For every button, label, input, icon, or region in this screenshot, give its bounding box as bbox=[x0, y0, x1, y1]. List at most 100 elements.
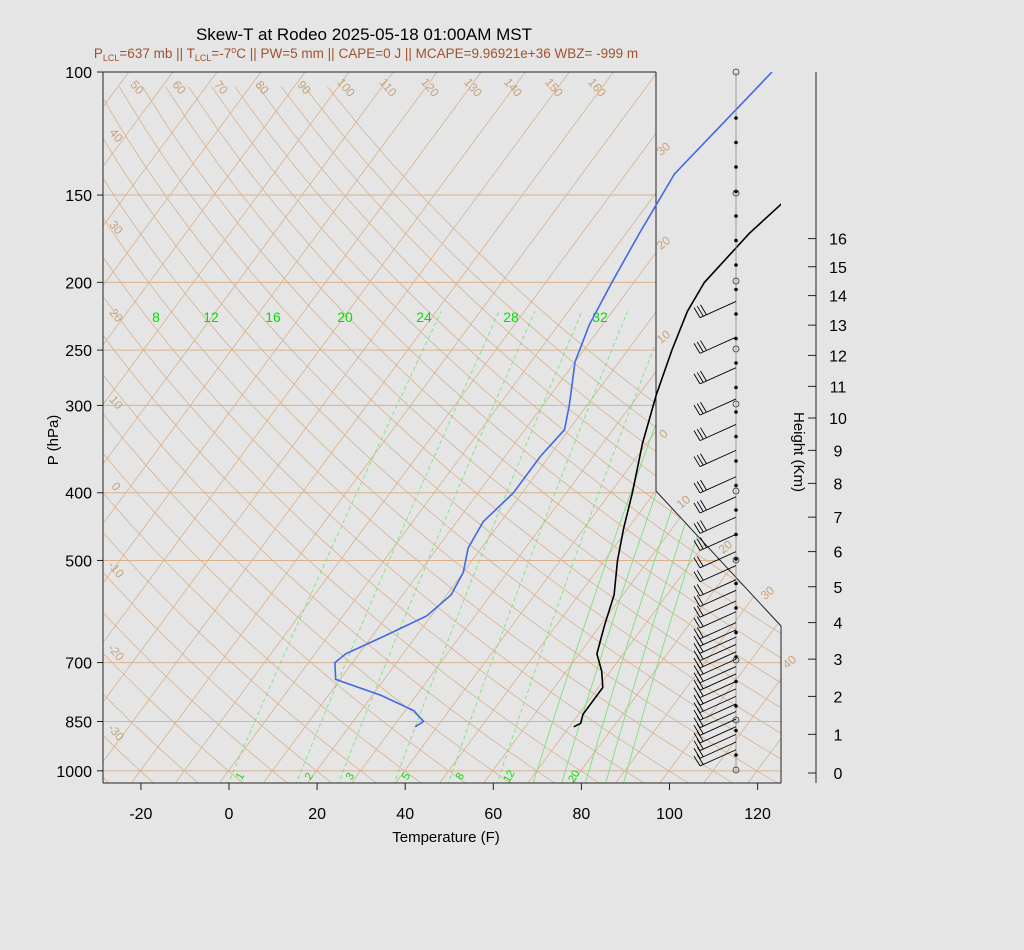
wind-barb-flag bbox=[700, 537, 707, 548]
wind-barb-flag bbox=[696, 341, 704, 353]
wind-level-dot bbox=[734, 557, 738, 561]
height-tick-label: 16 bbox=[829, 232, 847, 249]
isotherm-line bbox=[130, 72, 658, 783]
wind-barb-flag bbox=[693, 657, 701, 669]
wind-level-circle bbox=[732, 189, 740, 197]
wind-barb-staff bbox=[699, 398, 737, 416]
wind-level-circle bbox=[732, 766, 740, 774]
isotherm-line bbox=[659, 618, 781, 783]
wind-barb-staff bbox=[699, 636, 737, 654]
wind-level-dot bbox=[734, 606, 738, 610]
wind-barb-flag bbox=[696, 556, 704, 567]
wind-barb-flag bbox=[693, 635, 701, 647]
wind-barb-staff bbox=[699, 718, 737, 736]
mixing-ratio-label: 12 bbox=[203, 309, 219, 325]
wind-barb-flag bbox=[696, 616, 704, 627]
dry-adiabat-line bbox=[103, 452, 467, 783]
wind-level-dot bbox=[734, 385, 738, 390]
temperature-profile-line bbox=[573, 203, 781, 728]
dry-adiabat-lines bbox=[0, 86, 781, 786]
dry-adiabat-line bbox=[103, 652, 244, 783]
wind-level-dot bbox=[734, 434, 738, 439]
isotherm-line bbox=[103, 72, 614, 763]
wind-barb-staff bbox=[699, 644, 737, 662]
isotherm-line bbox=[103, 72, 394, 465]
wind-barb-flag bbox=[693, 523, 701, 534]
wind-level-circle bbox=[732, 345, 740, 353]
wind-barb-flag bbox=[700, 453, 707, 464]
dry-adiabat-line bbox=[103, 374, 556, 783]
mixing-ratio-label: 1 bbox=[234, 771, 247, 782]
wind-level-dot bbox=[734, 165, 738, 169]
dry-adiabat-line bbox=[103, 734, 155, 783]
height-tick-label: 11 bbox=[830, 379, 847, 396]
wind-barb-staff bbox=[699, 600, 737, 618]
isotherm-line bbox=[351, 201, 781, 783]
height-tick-label: 4 bbox=[834, 616, 843, 633]
temperature-ticks: -20 0 20 40 60 80 100 120 bbox=[129, 783, 771, 823]
mixing-ratio-label: 28 bbox=[503, 309, 519, 325]
height-tick-label: 3 bbox=[834, 652, 843, 669]
dry-adiabat-line bbox=[103, 177, 779, 783]
wind-level-dot bbox=[734, 581, 738, 586]
dry-adiabat-line bbox=[103, 571, 333, 783]
wind-barb-flag bbox=[693, 694, 701, 706]
dry-adiabat-line bbox=[103, 612, 288, 783]
wind-barb-staff bbox=[699, 695, 737, 714]
wind-barbs bbox=[693, 68, 740, 774]
wind-level-dot bbox=[734, 116, 738, 120]
dry-adiabat-line bbox=[103, 693, 199, 783]
dewpoint-profile-line bbox=[334, 72, 773, 728]
mixing-ratio-label: 32 bbox=[592, 309, 608, 325]
wind-barb-staff bbox=[699, 741, 737, 759]
mixing-ratio-line bbox=[338, 311, 536, 783]
wind-barb-flag bbox=[700, 499, 707, 511]
wind-barb-flag bbox=[696, 481, 704, 492]
isotherm-line bbox=[174, 72, 702, 783]
wind-barb-flag bbox=[693, 687, 701, 698]
wind-barb-flag bbox=[700, 427, 707, 438]
wind-barb-staff bbox=[699, 629, 737, 647]
wind-barb-flag bbox=[696, 428, 704, 440]
wind-barb-staff bbox=[699, 301, 737, 319]
mixing-ratio-label: 5 bbox=[400, 771, 413, 782]
wind-level-dot bbox=[734, 214, 738, 218]
dry-adiabat-line bbox=[0, 87, 23, 786]
pressure-tick-label: 300 bbox=[65, 398, 92, 415]
pressure-tick-label: 400 bbox=[65, 486, 92, 503]
wind-barb-flag bbox=[693, 307, 701, 318]
isotherm-line bbox=[103, 72, 438, 525]
wind-level-circle bbox=[732, 277, 740, 285]
wind-barb-flag bbox=[693, 596, 701, 607]
wind-barb-flag bbox=[696, 627, 704, 638]
wind-barb-staff bbox=[699, 516, 737, 534]
wind-barb-flag bbox=[700, 479, 707, 491]
pressure-tick-label: 250 bbox=[65, 343, 92, 360]
height-tick-label: 5 bbox=[834, 580, 843, 597]
wind-barb-flag bbox=[700, 340, 707, 351]
wind-barb-staff bbox=[699, 476, 737, 494]
isotherm-line bbox=[615, 559, 781, 783]
pressure-tick-label: 500 bbox=[65, 553, 92, 570]
wind-barb-flag bbox=[693, 456, 701, 467]
height-tick-label: 0 bbox=[834, 766, 843, 783]
height-axis-label: Height (Km) bbox=[790, 412, 807, 492]
wind-level-dot bbox=[734, 753, 738, 757]
wind-barb-flag bbox=[693, 755, 701, 767]
wind-barb-flag bbox=[693, 672, 701, 683]
wind-level-dot bbox=[734, 704, 738, 708]
height-tick-label: 15 bbox=[829, 260, 847, 277]
pressure-ticks: 100 150 200 250 300 400 500 700 850 1000 bbox=[56, 65, 103, 781]
wind-barb-flag bbox=[693, 643, 701, 654]
wind-barb-flag bbox=[693, 650, 701, 661]
mixing-ratio-label: 3 bbox=[344, 771, 357, 782]
wind-level-dot bbox=[734, 287, 738, 292]
isotherm-line bbox=[527, 440, 781, 783]
temperature-tick-label: 120 bbox=[744, 806, 771, 823]
wind-level-circle bbox=[732, 400, 740, 408]
wind-level-dot bbox=[734, 508, 738, 512]
isotherm-line bbox=[103, 72, 350, 406]
wind-level-circle bbox=[732, 68, 740, 76]
temperature-tick-label: 40 bbox=[396, 806, 414, 823]
dry-adiabat-line bbox=[103, 137, 781, 760]
